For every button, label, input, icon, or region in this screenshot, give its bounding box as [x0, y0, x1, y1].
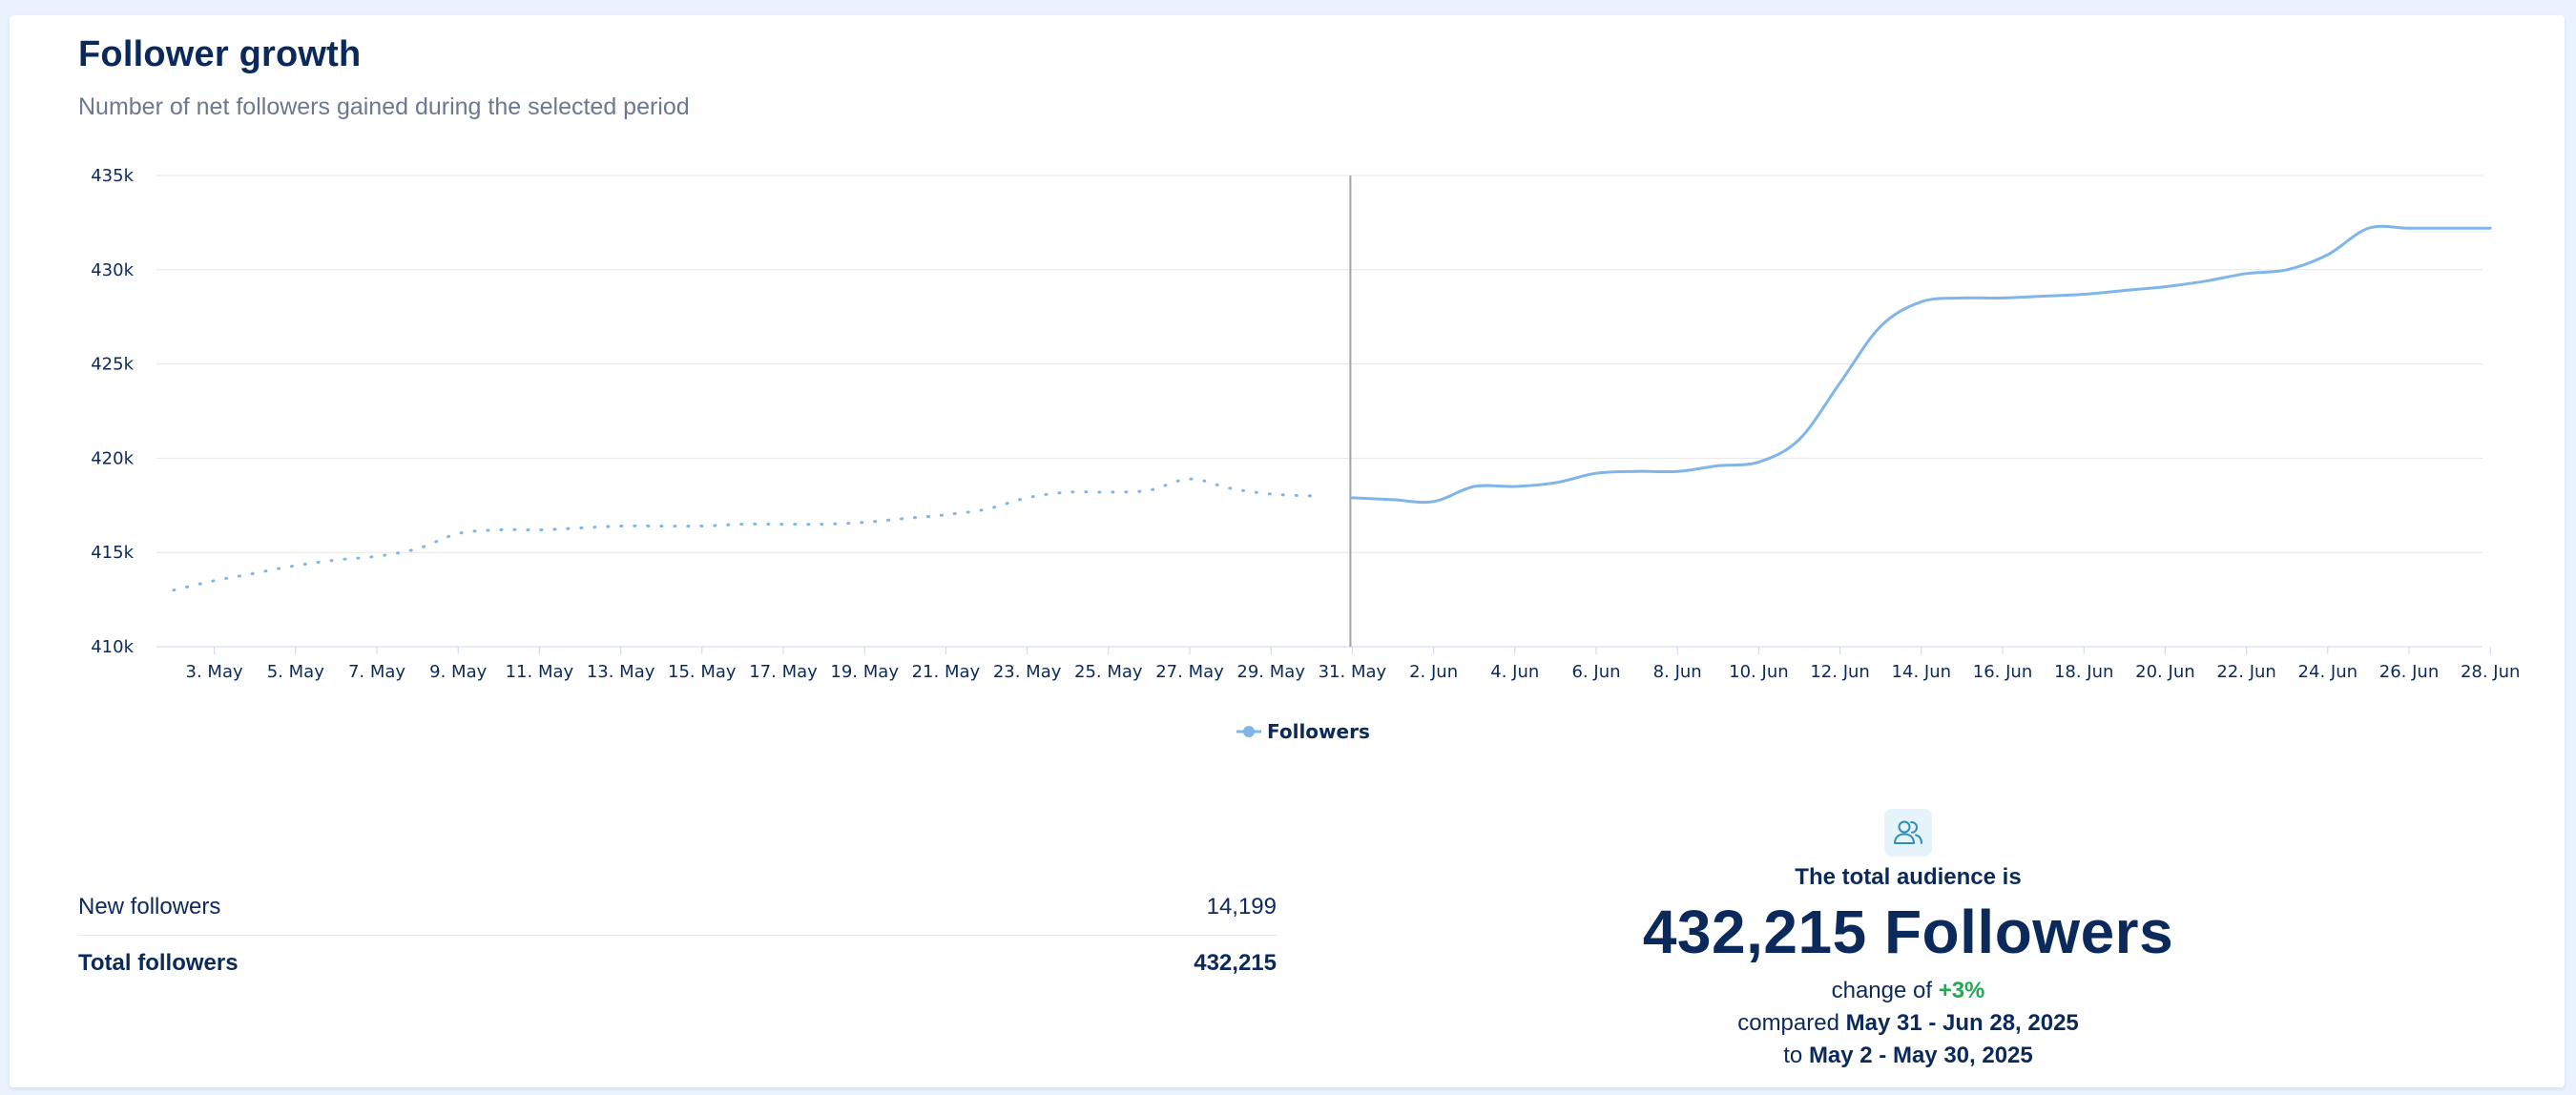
x-tick-label: 9. May [429, 662, 487, 682]
x-tick-label: 17. May [749, 662, 818, 682]
current-period-line[interactable] [1350, 224, 2492, 505]
follower-line-chart[interactable]: 410k 415k 420k 425k 430k 435k 3. May 5. May 7. … [10, 15, 2565, 778]
follower-growth-card: Follower growth Number of net followers … [10, 15, 2565, 1087]
x-tick-label: 26. Jun [2379, 662, 2439, 682]
y-tick-label: 420k [91, 448, 134, 468]
x-tick-label: 29. May [1236, 662, 1305, 682]
x-tick-label: 27. May [1155, 662, 1224, 682]
total-followers-value: 432,215 [1194, 950, 1277, 976]
x-tick-label: 14. Jun [1892, 662, 1951, 682]
x-tick-label: 6. Jun [1571, 662, 1620, 682]
x-axis: 3. May 5. May 7. May 9. May 11. May 13. May 15… [186, 647, 2520, 682]
legend-marker [1243, 726, 1255, 737]
y-tick-label: 430k [91, 260, 134, 280]
x-tick-label: 31. May [1319, 662, 1387, 682]
y-tick-label: 435k [91, 166, 134, 186]
previous-period-line[interactable] [172, 477, 1314, 592]
chart-subtitle: Number of net followers gained during th… [78, 93, 690, 120]
users-icon [1884, 809, 1932, 857]
compared-line: compared May 31 - Jun 28, 2025 [1441, 1007, 2376, 1040]
x-tick-label: 15. May [668, 662, 737, 682]
change-value: +3% [1938, 978, 1985, 1003]
total-followers-row: Total followers 432,215 [78, 936, 1277, 991]
y-tick-label: 415k [91, 543, 134, 563]
to-prefix: to [1783, 1043, 1803, 1068]
to-line: to May 2 - May 30, 2025 [1441, 1040, 2376, 1072]
chart-title: Follower growth [78, 34, 362, 74]
x-tick-label: 20. Jun [2135, 662, 2194, 682]
x-tick-label: 12. Jun [1810, 662, 1869, 682]
x-tick-label: 25. May [1074, 662, 1143, 682]
legend-item-followers[interactable]: Followers [1267, 720, 1370, 743]
y-tick-label: 410k [91, 637, 134, 657]
x-tick-label: 18. Jun [2054, 662, 2113, 682]
y-tick-label: 425k [91, 355, 134, 375]
new-followers-row: New followers 14,199 [78, 879, 1277, 936]
x-tick-label: 22. Jun [2216, 662, 2275, 682]
total-audience-panel: The total audience is 432,215 Followers … [1441, 809, 2376, 1072]
x-tick-label: 7. May [348, 662, 405, 682]
x-tick-label: 5. May [267, 662, 324, 682]
legend[interactable]: Followers [1236, 720, 1370, 743]
change-prefix: change of [1831, 978, 1933, 1003]
audience-heading: The total audience is [1795, 864, 2022, 890]
audience-total: 432,215 Followers [1642, 898, 2174, 966]
x-tick-label: 21. May [912, 662, 981, 682]
x-tick-label: 4. Jun [1490, 662, 1539, 682]
y-axis: 410k 415k 420k 425k 430k 435k [91, 166, 134, 657]
series-layer[interactable] [172, 224, 2492, 592]
total-followers-label: Total followers [78, 950, 239, 976]
x-tick-label: 2. Jun [1409, 662, 1458, 682]
new-followers-label: New followers [78, 894, 221, 919]
x-tick-label: 10. Jun [1729, 662, 1788, 682]
x-tick-label: 16. Jun [1973, 662, 2032, 682]
follower-summary-table: New followers 14,199 Total followers 432… [78, 879, 1277, 991]
x-tick-label: 3. May [186, 662, 243, 682]
x-tick-label: 8. Jun [1653, 662, 1702, 682]
compared-period: May 31 - Jun 28, 2025 [1845, 1010, 2079, 1036]
x-tick-label: 23. May [993, 662, 1062, 682]
grid-lines [156, 175, 2483, 648]
x-tick-label: 28. Jun [2461, 662, 2520, 682]
x-tick-label: 11. May [506, 662, 574, 682]
new-followers-value: 14,199 [1206, 894, 1277, 919]
to-period: May 2 - May 30, 2025 [1808, 1043, 2033, 1068]
compared-prefix: compared [1737, 1010, 1839, 1036]
x-tick-label: 13. May [587, 662, 655, 682]
x-tick-label: 24. Jun [2298, 662, 2358, 682]
audience-change-line: change of +3% [1441, 975, 2376, 1007]
x-tick-label: 19. May [830, 662, 899, 682]
